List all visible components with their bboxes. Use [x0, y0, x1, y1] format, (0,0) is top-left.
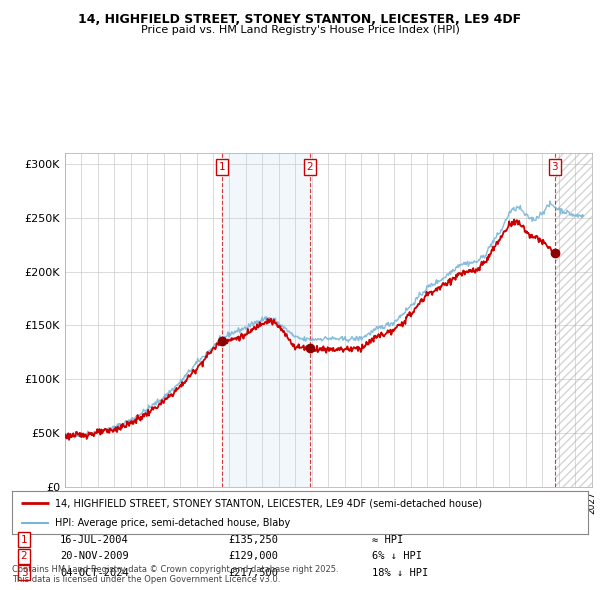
Text: 3: 3 — [20, 568, 28, 578]
Text: Price paid vs. HM Land Registry's House Price Index (HPI): Price paid vs. HM Land Registry's House … — [140, 25, 460, 35]
Text: 1: 1 — [20, 535, 28, 545]
Text: £217,500: £217,500 — [228, 568, 278, 578]
Text: 3: 3 — [551, 162, 558, 172]
Text: HPI: Average price, semi-detached house, Blaby: HPI: Average price, semi-detached house,… — [55, 519, 290, 528]
Text: ≈ HPI: ≈ HPI — [372, 535, 403, 545]
Text: 1: 1 — [218, 162, 225, 172]
Text: £129,000: £129,000 — [228, 552, 278, 561]
Text: 14, HIGHFIELD STREET, STONEY STANTON, LEICESTER, LE9 4DF (semi-detached house): 14, HIGHFIELD STREET, STONEY STANTON, LE… — [55, 499, 482, 509]
Text: 2: 2 — [307, 162, 313, 172]
Text: Contains HM Land Registry data © Crown copyright and database right 2025.
This d: Contains HM Land Registry data © Crown c… — [12, 565, 338, 584]
Text: 2: 2 — [20, 552, 28, 561]
Bar — [554, 153, 592, 487]
Text: 14, HIGHFIELD STREET, STONEY STANTON, LEICESTER, LE9 4DF: 14, HIGHFIELD STREET, STONEY STANTON, LE… — [79, 13, 521, 26]
Text: 6% ↓ HPI: 6% ↓ HPI — [372, 552, 422, 561]
Text: 04-OCT-2024: 04-OCT-2024 — [60, 568, 129, 578]
Text: 18% ↓ HPI: 18% ↓ HPI — [372, 568, 428, 578]
Text: £135,250: £135,250 — [228, 535, 278, 545]
Text: 20-NOV-2009: 20-NOV-2009 — [60, 552, 129, 561]
Bar — [222, 153, 310, 487]
Text: 16-JUL-2004: 16-JUL-2004 — [60, 535, 129, 545]
